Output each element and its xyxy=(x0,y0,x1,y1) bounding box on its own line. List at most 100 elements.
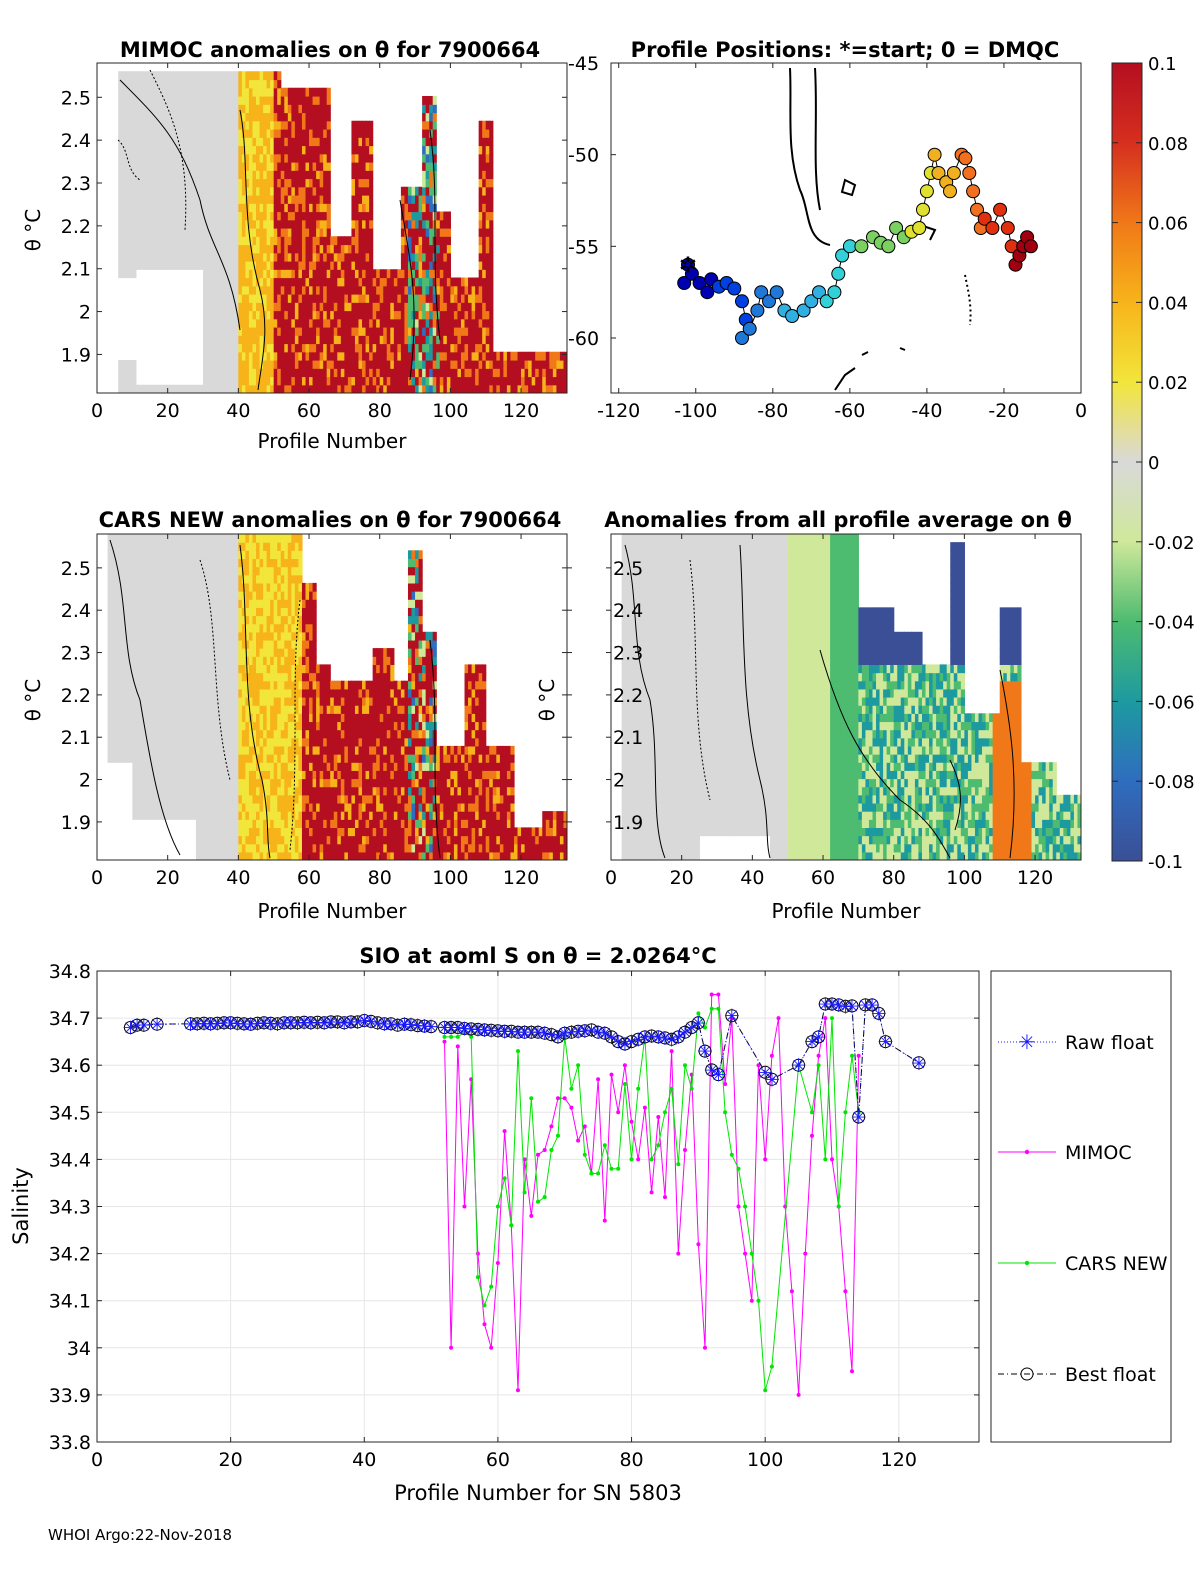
mimoc-cell xyxy=(422,285,427,295)
mimoc-cell xyxy=(323,162,328,171)
mimoc-cell xyxy=(429,294,434,303)
cars-cell xyxy=(259,697,264,706)
cars-cell xyxy=(195,599,201,608)
mimoc-cell xyxy=(238,384,243,393)
mimoc-cell xyxy=(478,277,483,287)
mimoc-cell xyxy=(298,269,303,279)
cars-cell xyxy=(125,615,130,625)
mimoc-cell xyxy=(227,327,232,336)
mimoc-cell xyxy=(305,269,310,279)
cars-cell xyxy=(157,591,162,600)
mimoc-cell xyxy=(284,137,289,147)
mimoc-cell xyxy=(146,87,151,97)
mimoc-cell xyxy=(192,170,197,180)
mimoc-cell xyxy=(178,153,183,163)
cars-cell xyxy=(210,713,215,723)
mimoc-cell xyxy=(178,137,183,147)
cars-cell xyxy=(160,754,165,763)
mimoc-cell xyxy=(167,186,172,196)
mimoc-cell xyxy=(266,178,271,188)
mimoc-cell xyxy=(457,310,462,320)
mimoc-cell xyxy=(277,269,282,279)
mimoc-cell xyxy=(178,261,183,270)
mimoc-cell xyxy=(446,294,451,303)
mimoc-cell xyxy=(164,211,169,221)
mimoc-cell xyxy=(453,285,459,295)
mimoc-cell xyxy=(400,195,406,204)
mimoc-cell xyxy=(291,277,296,287)
cars-cell xyxy=(128,672,133,682)
cars-cell xyxy=(238,811,243,820)
mimoc-cell xyxy=(305,310,310,320)
cars-cell xyxy=(263,754,268,763)
positions-panel: Profile Positions: *=start; 0 = DMQC ✲ -… xyxy=(568,38,1087,422)
mimoc-cell xyxy=(252,277,257,287)
mimoc-cell xyxy=(489,285,494,295)
profile-position-point xyxy=(804,294,819,309)
mimoc-cell xyxy=(259,277,264,287)
cars-cell xyxy=(107,574,112,584)
mimoc-cell xyxy=(146,71,151,81)
mimoc-cell xyxy=(379,318,384,328)
cars-cell xyxy=(241,851,247,860)
mimoc-cell xyxy=(199,120,204,130)
cars-cell xyxy=(227,591,232,600)
mimoc-cell xyxy=(358,343,363,353)
cars-cell xyxy=(224,778,229,788)
y-tick-label: 2.1 xyxy=(61,259,91,281)
cars-cell xyxy=(153,648,158,657)
mimoc-cell xyxy=(238,137,243,147)
mimoc-cell xyxy=(128,368,133,378)
mimoc-cell xyxy=(178,112,183,122)
mimoc-cell xyxy=(234,252,239,262)
mimoc-cell xyxy=(273,153,278,163)
mimoc-cell xyxy=(436,384,441,393)
mimoc-cell xyxy=(241,269,247,279)
cars-cell xyxy=(142,599,148,608)
cars-cell xyxy=(107,754,112,763)
mimoc-cell xyxy=(185,203,190,213)
mimoc-cell xyxy=(422,376,427,386)
cars-cell xyxy=(118,582,123,592)
mimoc-cell xyxy=(153,71,158,81)
mimoc-cell xyxy=(270,71,275,81)
mimoc-cell xyxy=(485,252,490,262)
mimoc-cell xyxy=(365,120,370,130)
mimoc-cell xyxy=(305,318,310,328)
mimoc-cell xyxy=(146,195,151,204)
mimoc-cell xyxy=(305,228,310,237)
cars-cell xyxy=(199,705,204,714)
mimoc-cell xyxy=(294,327,300,336)
mimoc-cell xyxy=(489,137,494,147)
cars-cell xyxy=(263,639,268,649)
mimoc-cell xyxy=(298,219,303,229)
mimoc-cell xyxy=(203,277,208,287)
mimoc-cell xyxy=(284,351,289,361)
mimoc-cell xyxy=(425,368,430,378)
cars-cell xyxy=(118,607,123,617)
mimoc-cell xyxy=(263,236,268,246)
cars-cell xyxy=(132,672,137,682)
mimoc-cell xyxy=(220,244,225,254)
mimoc-cell xyxy=(330,360,335,369)
mimoc-cell xyxy=(259,87,264,97)
mimoc-cell xyxy=(256,269,261,279)
mimoc-cell xyxy=(294,302,300,312)
mimoc-cell xyxy=(301,87,307,97)
cars-cell xyxy=(167,697,172,706)
mimoc-cell xyxy=(259,186,264,196)
cars-cell xyxy=(231,639,236,649)
mimoc-cell xyxy=(248,285,254,295)
mimoc-cell xyxy=(393,285,398,295)
mimoc-cell xyxy=(436,261,441,270)
mimoc-cell xyxy=(227,343,232,353)
mimoc-cell xyxy=(245,96,250,105)
mimoc-cell xyxy=(128,71,133,81)
cars-cell xyxy=(114,745,119,755)
mimoc-cell xyxy=(171,384,176,393)
cars-cell xyxy=(114,688,119,698)
cars-cell xyxy=(171,705,176,714)
mimoc-cell xyxy=(118,153,123,163)
mimoc-cell xyxy=(210,269,215,279)
mimoc-cell xyxy=(510,360,515,369)
